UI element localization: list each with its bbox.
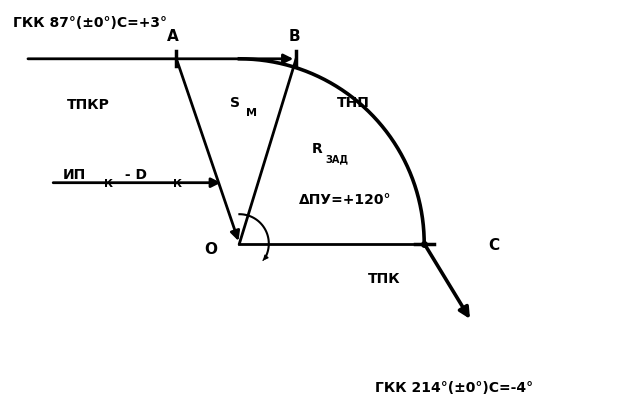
Text: ЗАД: ЗАД: [326, 155, 349, 165]
Text: ТНП: ТНП: [337, 96, 370, 110]
Text: К: К: [173, 179, 182, 189]
Text: - D: - D: [120, 168, 147, 181]
Text: B: B: [289, 29, 301, 44]
Text: ТПКР: ТПКР: [67, 98, 110, 112]
Text: R: R: [312, 142, 323, 156]
Text: ΔПУ=+120°: ΔПУ=+120°: [299, 192, 392, 207]
Text: S: S: [230, 96, 240, 110]
Text: М: М: [246, 108, 256, 118]
Text: A: A: [168, 29, 179, 44]
Text: O: O: [204, 242, 217, 257]
Text: C: C: [488, 238, 500, 253]
Text: ТПК: ТПК: [368, 272, 401, 286]
Text: ИП: ИП: [63, 168, 86, 181]
Text: ГКК 214°(±0°)C=-4°: ГКК 214°(±0°)C=-4°: [375, 381, 533, 396]
Text: ГКК 87°(±0°)C=+3°: ГКК 87°(±0°)C=+3°: [13, 16, 166, 30]
Text: К: К: [104, 179, 113, 189]
